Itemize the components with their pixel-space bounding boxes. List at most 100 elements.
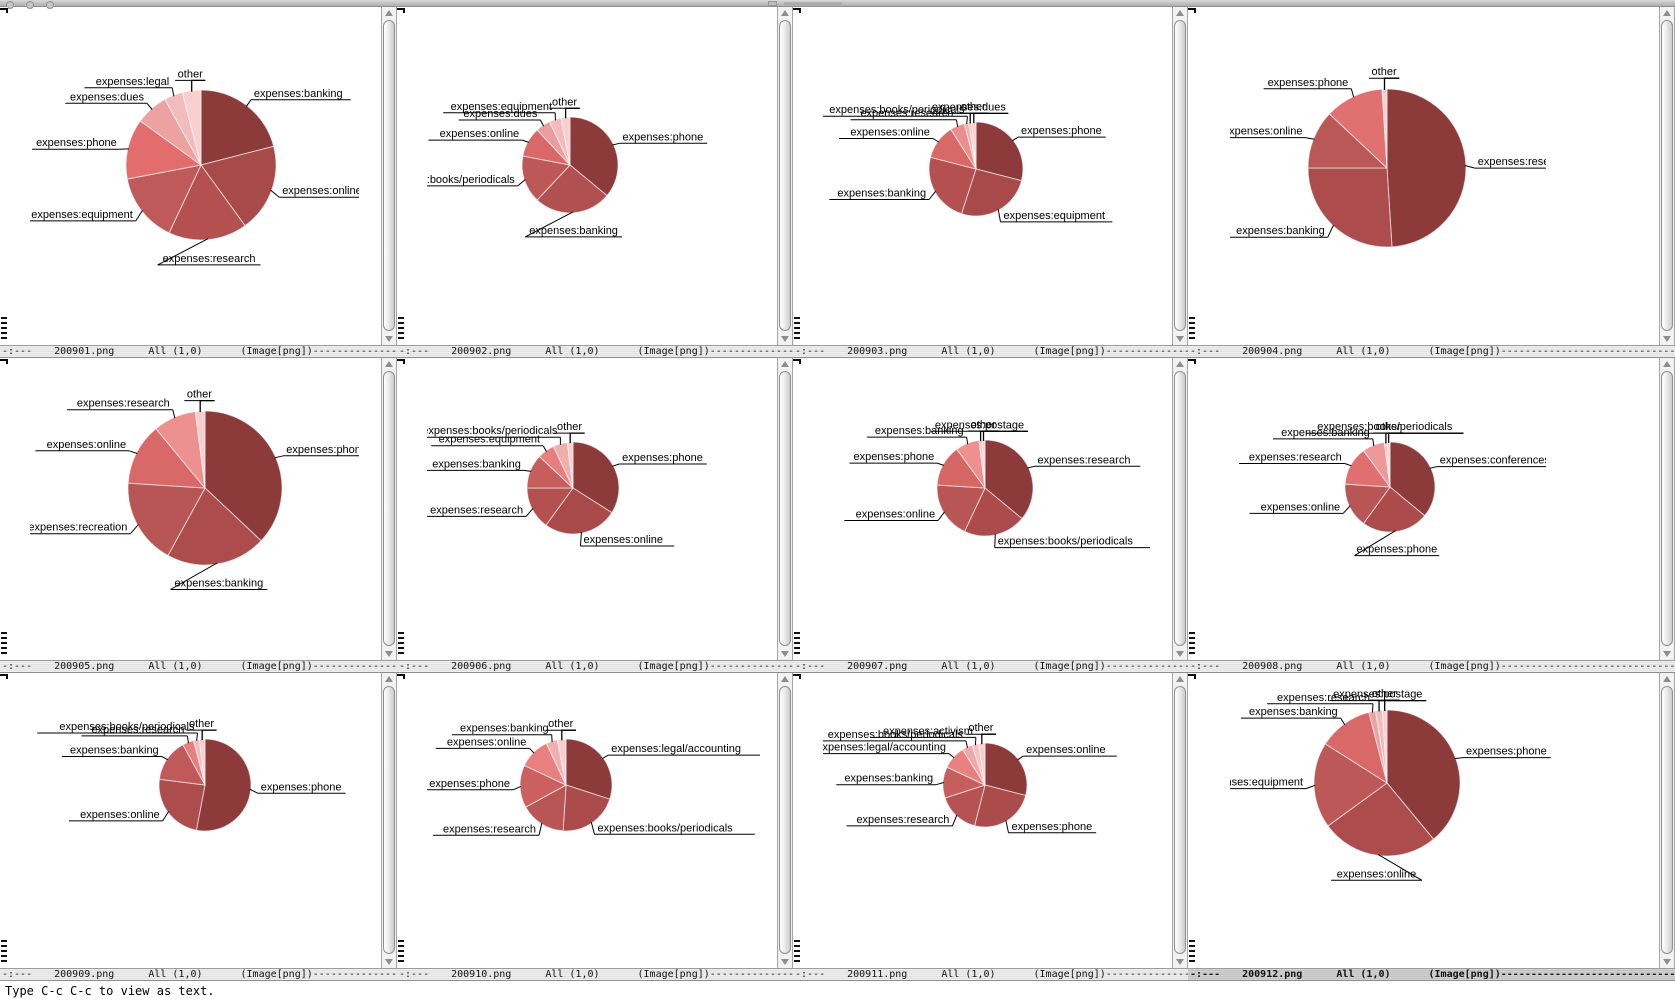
modeline[interactable]: -:--- 200912.png All (1,0) (Image[png]) …: [1188, 968, 1675, 981]
minibuffer-echo-area[interactable]: Type C-c C-c to view as text.: [0, 981, 1675, 1004]
modeline[interactable]: -:--- 200901.png All (1,0) (Image[png]) …: [0, 345, 397, 358]
truncation-mark-icon: [0, 8, 8, 13]
scroll-up-arrow-icon[interactable]: [781, 676, 789, 682]
scroll-up-arrow-icon[interactable]: [781, 361, 789, 367]
scrollbar-thumb[interactable]: [383, 686, 395, 954]
modeline-buffer-name: 200908.png: [1242, 661, 1303, 672]
scrollbar-thumb[interactable]: [1174, 20, 1186, 331]
window-content: expenses:phone expenses:banking expenses:r…: [0, 358, 397, 660]
modeline[interactable]: -:--- 200907.png All (1,0) (Image[png]) …: [793, 660, 1188, 673]
scroll-down-arrow-icon[interactable]: [385, 959, 393, 965]
modeline-prefix: -:---: [795, 661, 826, 672]
scroll-down-arrow-icon[interactable]: [1663, 336, 1671, 342]
slice-label: expenses:legal/accounting: [823, 742, 946, 754]
modeline-dashes: ----------------------------------------…: [709, 969, 793, 980]
scroll-down-arrow-icon[interactable]: [781, 336, 789, 342]
scroll-up-arrow-icon[interactable]: [1663, 10, 1671, 16]
slice-label: expenses:online: [1230, 126, 1303, 138]
scroll-up-arrow-icon[interactable]: [1176, 361, 1184, 367]
vertical-scrollbar[interactable]: [1172, 7, 1188, 345]
close-window-icon[interactable]: [6, 1, 14, 9]
modeline[interactable]: -:--- 200911.png All (1,0) (Image[png]) …: [793, 968, 1188, 981]
pie-chart-image: expenses:legal/accounting expenses:books/…: [427, 673, 760, 968]
image-display-area: expenses:research expenses:books/periodic…: [801, 358, 1172, 660]
scrollbar-thumb[interactable]: [1661, 20, 1673, 331]
scroll-down-arrow-icon[interactable]: [1176, 651, 1184, 657]
scrollbar-thumb[interactable]: [1661, 686, 1673, 954]
vertical-scrollbar[interactable]: [1172, 673, 1188, 968]
scrollbar-thumb[interactable]: [383, 371, 395, 646]
modeline[interactable]: -:--- 200902.png All (1,0) (Image[png]) …: [397, 345, 793, 358]
modeline-buffer-name: 200905.png: [54, 661, 115, 672]
slice-label: expenses:books/periodicals: [598, 822, 734, 834]
scroll-up-arrow-icon[interactable]: [781, 10, 789, 16]
vertical-scrollbar[interactable]: [1659, 358, 1675, 660]
modeline[interactable]: -:--- 200903.png All (1,0) (Image[png]) …: [793, 345, 1188, 358]
scroll-up-arrow-icon[interactable]: [1663, 361, 1671, 367]
scroll-down-arrow-icon[interactable]: [385, 651, 393, 657]
continuation-marks-icon: [794, 940, 800, 965]
continuation-marks-icon: [398, 632, 404, 657]
vertical-scrollbar[interactable]: [777, 7, 793, 345]
scroll-up-arrow-icon[interactable]: [385, 676, 393, 682]
slice-label: expenses:online: [1026, 744, 1106, 756]
slice-label: expenses:banking: [254, 88, 343, 100]
modeline[interactable]: -:--- 200904.png All (1,0) (Image[png]) …: [1188, 345, 1675, 358]
vertical-scrollbar[interactable]: [381, 358, 397, 660]
left-fringe: [397, 7, 405, 345]
slice-label: expenses:phone: [623, 131, 704, 143]
scrollbar-thumb[interactable]: [779, 371, 791, 646]
scroll-down-arrow-icon[interactable]: [781, 651, 789, 657]
modeline-dashes: ----------------------------------------…: [312, 346, 397, 357]
vertical-scrollbar[interactable]: [1659, 673, 1675, 968]
truncation-mark-icon: [793, 674, 801, 679]
scrollbar-thumb[interactable]: [779, 686, 791, 954]
vertical-scrollbar[interactable]: [1172, 358, 1188, 660]
scroll-down-arrow-icon[interactable]: [1663, 651, 1671, 657]
truncation-mark-icon: [0, 359, 8, 364]
scrollbar-thumb[interactable]: [383, 20, 395, 331]
scroll-down-arrow-icon[interactable]: [1176, 336, 1184, 342]
scroll-up-arrow-icon[interactable]: [1176, 676, 1184, 682]
scroll-down-arrow-icon[interactable]: [1176, 959, 1184, 965]
slice-label: other: [1376, 421, 1401, 433]
vertical-scrollbar[interactable]: [1659, 7, 1675, 345]
modeline[interactable]: -:--- 200908.png All (1,0) (Image[png]) …: [1188, 660, 1675, 673]
image-display-area: expenses:legal/accounting expenses:books/…: [405, 673, 777, 968]
scrollbar-thumb[interactable]: [1174, 371, 1186, 646]
zoom-window-icon[interactable]: [46, 1, 54, 9]
window-titlebar[interactable]: [0, 0, 1675, 9]
modeline-major-mode: (Image[png]): [1033, 969, 1106, 980]
minimize-window-icon[interactable]: [26, 1, 34, 9]
scroll-up-arrow-icon[interactable]: [385, 361, 393, 367]
slice-label: expenses:banking: [1236, 225, 1325, 237]
modeline-position: All (1,0): [148, 346, 203, 357]
slice-label: expenses:activism: [883, 725, 973, 737]
pie-chart-svg: expenses:banking expenses:online expenses:…: [30, 68, 359, 266]
slice-label: expenses:research: [163, 253, 256, 265]
left-fringe: [397, 673, 405, 968]
vertical-scrollbar[interactable]: [381, 673, 397, 968]
scroll-up-arrow-icon[interactable]: [1663, 676, 1671, 682]
scrollbar-thumb[interactable]: [779, 20, 791, 331]
modeline-major-mode: (Image[png]): [1428, 661, 1501, 672]
scroll-up-arrow-icon[interactable]: [385, 10, 393, 16]
slice-label: other: [971, 419, 996, 431]
modeline[interactable]: -:--- 200905.png All (1,0) (Image[png]) …: [0, 660, 397, 673]
modeline[interactable]: -:--- 200910.png All (1,0) (Image[png]) …: [397, 968, 793, 981]
scroll-down-arrow-icon[interactable]: [1663, 959, 1671, 965]
scroll-up-arrow-icon[interactable]: [1176, 10, 1184, 16]
scrollbar-thumb[interactable]: [1174, 686, 1186, 954]
modeline[interactable]: -:--- 200906.png All (1,0) (Image[png]) …: [397, 660, 793, 673]
vertical-scrollbar[interactable]: [777, 358, 793, 660]
slice-label: expenses:postage: [935, 419, 1024, 431]
scroll-down-arrow-icon[interactable]: [781, 959, 789, 965]
scroll-down-arrow-icon[interactable]: [385, 336, 393, 342]
scrollbar-thumb[interactable]: [1661, 371, 1673, 646]
vertical-scrollbar[interactable]: [381, 7, 397, 345]
modeline[interactable]: -:--- 200909.png All (1,0) (Image[png]) …: [0, 968, 397, 981]
slice-label: other: [557, 421, 582, 433]
slice-label: expenses:banking: [175, 578, 264, 590]
vertical-scrollbar[interactable]: [777, 673, 793, 968]
slice-label: expenses:equipment: [31, 209, 133, 221]
